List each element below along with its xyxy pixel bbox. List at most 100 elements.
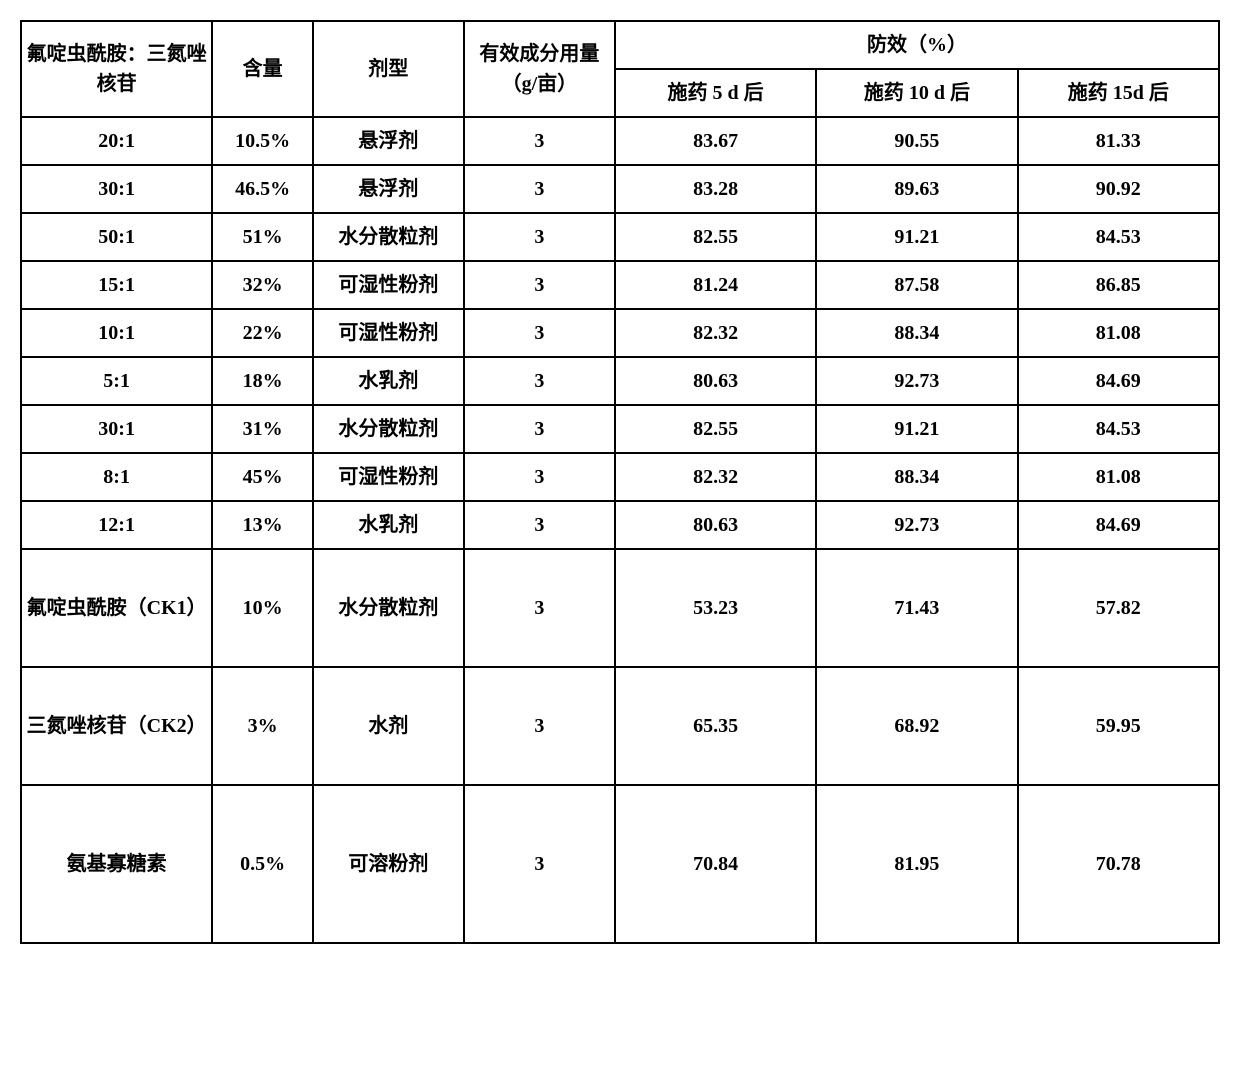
- table-row: 8:145%可湿性粉剂382.3288.3481.08: [21, 453, 1219, 501]
- header-eff-group: 防效（%）: [615, 21, 1219, 69]
- table-row: 三氮唑核苷（CK2）3%水剂365.3568.9259.95: [21, 667, 1219, 785]
- cell-dose: 3: [464, 165, 615, 213]
- cell-content: 13%: [212, 501, 313, 549]
- cell-eff5: 82.55: [615, 405, 816, 453]
- cell-ratio: 氟啶虫酰胺（CK1）: [21, 549, 212, 667]
- cell-dose: 3: [464, 405, 615, 453]
- table-row: 20:110.5%悬浮剂383.6790.5581.33: [21, 117, 1219, 165]
- cell-form: 悬浮剂: [313, 117, 464, 165]
- table-header: 氟啶虫酰胺：三氮唑核苷 含量 剂型 有效成分用量（g/亩） 防效（%） 施药 5…: [21, 21, 1219, 117]
- cell-content: 45%: [212, 453, 313, 501]
- cell-dose: 3: [464, 357, 615, 405]
- cell-ratio: 30:1: [21, 405, 212, 453]
- cell-ratio: 5:1: [21, 357, 212, 405]
- cell-dose: 3: [464, 667, 615, 785]
- cell-ratio: 8:1: [21, 453, 212, 501]
- header-dose: 有效成分用量（g/亩）: [464, 21, 615, 117]
- table-row: 5:118%水乳剂380.6392.7384.69: [21, 357, 1219, 405]
- cell-form: 可湿性粉剂: [313, 261, 464, 309]
- cell-eff5: 81.24: [615, 261, 816, 309]
- cell-eff5: 83.67: [615, 117, 816, 165]
- cell-eff5: 65.35: [615, 667, 816, 785]
- cell-eff10: 91.21: [816, 213, 1017, 261]
- cell-eff15: 84.69: [1018, 501, 1219, 549]
- cell-eff15: 86.85: [1018, 261, 1219, 309]
- cell-eff15: 81.33: [1018, 117, 1219, 165]
- cell-content: 32%: [212, 261, 313, 309]
- cell-eff15: 81.08: [1018, 309, 1219, 357]
- header-eff5: 施药 5 d 后: [615, 69, 816, 117]
- cell-form: 水分散粒剂: [313, 549, 464, 667]
- cell-content: 10.5%: [212, 117, 313, 165]
- cell-eff15: 84.53: [1018, 213, 1219, 261]
- cell-form: 水乳剂: [313, 501, 464, 549]
- cell-eff10: 68.92: [816, 667, 1017, 785]
- cell-eff5: 80.63: [615, 357, 816, 405]
- table-row: 氨基寡糖素0.5%可溶粉剂370.8481.9570.78: [21, 785, 1219, 943]
- cell-form: 可湿性粉剂: [313, 309, 464, 357]
- header-eff10: 施药 10 d 后: [816, 69, 1017, 117]
- cell-eff5: 53.23: [615, 549, 816, 667]
- cell-form: 可溶粉剂: [313, 785, 464, 943]
- cell-eff5: 82.55: [615, 213, 816, 261]
- cell-eff10: 88.34: [816, 309, 1017, 357]
- cell-eff15: 90.92: [1018, 165, 1219, 213]
- cell-eff10: 71.43: [816, 549, 1017, 667]
- cell-dose: 3: [464, 309, 615, 357]
- cell-form: 水乳剂: [313, 357, 464, 405]
- cell-eff10: 87.58: [816, 261, 1017, 309]
- cell-eff5: 70.84: [615, 785, 816, 943]
- cell-ratio: 12:1: [21, 501, 212, 549]
- cell-eff15: 59.95: [1018, 667, 1219, 785]
- cell-eff15: 84.53: [1018, 405, 1219, 453]
- cell-ratio: 氨基寡糖素: [21, 785, 212, 943]
- cell-eff5: 82.32: [615, 309, 816, 357]
- table-row: 氟啶虫酰胺（CK1）10%水分散粒剂353.2371.4357.82: [21, 549, 1219, 667]
- table-body: 20:110.5%悬浮剂383.6790.5581.3330:146.5%悬浮剂…: [21, 117, 1219, 943]
- cell-dose: 3: [464, 501, 615, 549]
- cell-ratio: 三氮唑核苷（CK2）: [21, 667, 212, 785]
- cell-form: 可湿性粉剂: [313, 453, 464, 501]
- table-row: 15:132%可湿性粉剂381.2487.5886.85: [21, 261, 1219, 309]
- cell-ratio: 20:1: [21, 117, 212, 165]
- cell-dose: 3: [464, 117, 615, 165]
- cell-eff10: 81.95: [816, 785, 1017, 943]
- header-content: 含量: [212, 21, 313, 117]
- cell-content: 22%: [212, 309, 313, 357]
- cell-eff10: 90.55: [816, 117, 1017, 165]
- cell-eff15: 57.82: [1018, 549, 1219, 667]
- cell-eff5: 80.63: [615, 501, 816, 549]
- table-row: 30:131%水分散粒剂382.5591.2184.53: [21, 405, 1219, 453]
- cell-eff10: 88.34: [816, 453, 1017, 501]
- cell-dose: 3: [464, 261, 615, 309]
- cell-eff10: 89.63: [816, 165, 1017, 213]
- cell-form: 水分散粒剂: [313, 213, 464, 261]
- cell-dose: 3: [464, 213, 615, 261]
- cell-ratio: 10:1: [21, 309, 212, 357]
- cell-eff15: 70.78: [1018, 785, 1219, 943]
- cell-content: 31%: [212, 405, 313, 453]
- cell-form: 悬浮剂: [313, 165, 464, 213]
- table-row: 12:113%水乳剂380.6392.7384.69: [21, 501, 1219, 549]
- cell-content: 3%: [212, 667, 313, 785]
- cell-form: 水剂: [313, 667, 464, 785]
- cell-content: 18%: [212, 357, 313, 405]
- table-row: 30:146.5%悬浮剂383.2889.6390.92: [21, 165, 1219, 213]
- cell-dose: 3: [464, 453, 615, 501]
- cell-dose: 3: [464, 785, 615, 943]
- header-eff15: 施药 15d 后: [1018, 69, 1219, 117]
- cell-content: 51%: [212, 213, 313, 261]
- cell-form: 水分散粒剂: [313, 405, 464, 453]
- cell-eff15: 81.08: [1018, 453, 1219, 501]
- cell-dose: 3: [464, 549, 615, 667]
- cell-content: 0.5%: [212, 785, 313, 943]
- table-row: 50:151%水分散粒剂382.5591.2184.53: [21, 213, 1219, 261]
- cell-ratio: 50:1: [21, 213, 212, 261]
- efficacy-table: 氟啶虫酰胺：三氮唑核苷 含量 剂型 有效成分用量（g/亩） 防效（%） 施药 5…: [20, 20, 1220, 944]
- header-ratio: 氟啶虫酰胺：三氮唑核苷: [21, 21, 212, 117]
- cell-eff5: 83.28: [615, 165, 816, 213]
- table-row: 10:122%可湿性粉剂382.3288.3481.08: [21, 309, 1219, 357]
- cell-eff5: 82.32: [615, 453, 816, 501]
- cell-ratio: 15:1: [21, 261, 212, 309]
- cell-content: 10%: [212, 549, 313, 667]
